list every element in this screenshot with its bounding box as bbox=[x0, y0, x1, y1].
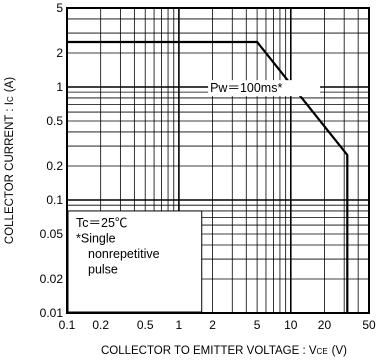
condition-pulse: pulse bbox=[88, 262, 118, 276]
y-axis-label-main: COLLECTOR CURRENT : I bbox=[4, 102, 16, 244]
y-axis-label-unit: (A) bbox=[4, 77, 16, 93]
y-tick-label: 0.2 bbox=[46, 159, 63, 173]
x-tick-label: 0.2 bbox=[92, 318, 109, 332]
y-tick-label: 0.5 bbox=[46, 114, 63, 128]
condition-box-frame bbox=[67, 210, 203, 313]
y-tick-label: 0.01 bbox=[40, 306, 64, 320]
y-tick-label: 0.05 bbox=[40, 227, 64, 241]
x-axis-label-unit: (V) bbox=[332, 345, 348, 357]
x-tick-label: 0.1 bbox=[59, 318, 76, 332]
condition-tc: Tc＝25℃ bbox=[76, 216, 127, 230]
series-label: Pw＝100ms* bbox=[210, 81, 282, 95]
x-axis-label-sub: CE bbox=[317, 347, 328, 356]
x-tick-label: 50 bbox=[362, 318, 376, 332]
condition-single: *Single bbox=[76, 231, 116, 245]
x-axis-label: COLLECTOR TO EMITTER VOLTAGE : VCE (V) bbox=[101, 345, 347, 357]
series-group bbox=[67, 40, 349, 313]
condition-nonrepetitive: nonrepetitive bbox=[88, 247, 160, 261]
series-line bbox=[67, 40, 349, 313]
y-tick-label: 5 bbox=[56, 1, 63, 15]
x-tick-label: 1 bbox=[176, 318, 183, 332]
x-tick-labels: 0.1 0.2 0.5 1 2 5 10 20 50 bbox=[59, 318, 376, 332]
x-tick-label: 5 bbox=[254, 318, 261, 332]
y-tick-label: 0.02 bbox=[40, 272, 64, 286]
series-label-background bbox=[208, 80, 321, 97]
y-tick-label: 1 bbox=[56, 80, 63, 94]
x-tick-label: 20 bbox=[318, 318, 332, 332]
x-tick-label: 10 bbox=[284, 318, 298, 332]
y-tick-labels: 0.01 0.02 0.05 0.1 0.2 0.5 1 2 5 bbox=[40, 1, 64, 320]
y-tick-label: 2 bbox=[56, 46, 63, 60]
x-tick-label: 0.5 bbox=[137, 318, 154, 332]
condition-box: Tc＝25℃ *Single nonrepetitive pulse bbox=[67, 210, 203, 313]
plot-frame bbox=[66, 7, 370, 314]
x-tick-label: 2 bbox=[209, 318, 216, 332]
y-tick-label: 0.1 bbox=[46, 193, 63, 207]
y-axis-label: COLLECTOR CURRENT : IC (A) bbox=[4, 77, 16, 244]
y-axis-label-sub: C bbox=[6, 96, 15, 102]
x-axis-label-main: COLLECTOR TO EMITTER VOLTAGE : V bbox=[101, 345, 317, 357]
